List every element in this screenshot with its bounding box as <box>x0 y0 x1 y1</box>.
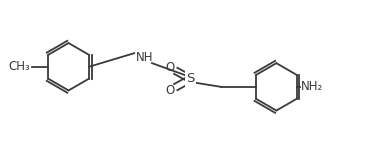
Text: NH: NH <box>136 51 154 64</box>
Text: S: S <box>186 72 195 85</box>
Text: NH₂: NH₂ <box>301 80 323 93</box>
Text: O: O <box>165 61 174 74</box>
Text: CH₃: CH₃ <box>8 60 30 73</box>
Text: O: O <box>165 84 174 97</box>
